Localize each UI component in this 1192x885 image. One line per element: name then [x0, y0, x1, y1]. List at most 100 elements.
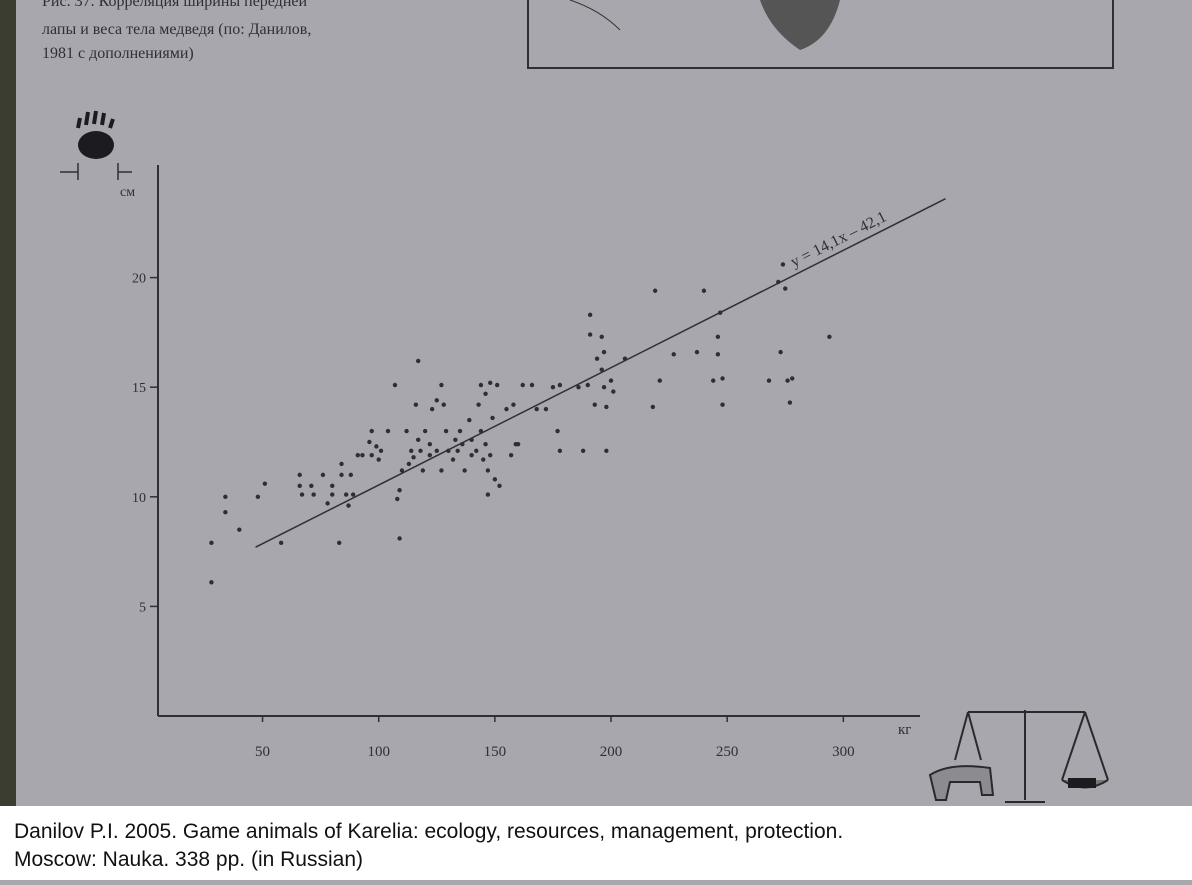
chart: Рис. 37. Корреляция ширины передней лапы…	[0, 0, 1192, 880]
data-point	[298, 473, 302, 477]
data-point	[397, 488, 401, 492]
data-point	[407, 462, 411, 466]
data-point	[474, 449, 478, 453]
data-point	[374, 444, 378, 448]
data-point	[488, 381, 492, 385]
data-point	[435, 398, 439, 402]
data-point	[393, 383, 397, 387]
data-point	[604, 449, 608, 453]
data-point	[785, 378, 789, 382]
y-tick-label: 20	[132, 272, 146, 287]
data-point	[716, 335, 720, 339]
data-point	[593, 403, 597, 407]
x-tick-label: 200	[600, 744, 623, 760]
data-point	[767, 378, 771, 382]
data-point	[423, 429, 427, 433]
data-point	[702, 289, 706, 293]
data-point	[790, 376, 794, 380]
data-point	[397, 536, 401, 540]
data-point	[486, 492, 490, 496]
data-point	[223, 495, 227, 499]
data-point	[395, 497, 399, 501]
data-point	[351, 492, 355, 496]
data-point	[672, 352, 676, 356]
data-point	[428, 453, 432, 457]
data-point	[504, 407, 508, 411]
data-point	[300, 492, 304, 496]
data-point	[493, 477, 497, 481]
data-point	[386, 429, 390, 433]
page-photo	[0, 0, 1192, 880]
data-point	[444, 429, 448, 433]
page: Рис. 37. Корреляция ширины передней лапы…	[0, 0, 1192, 880]
x-tick-label: 250	[716, 744, 739, 760]
caption-line: лапы и веса тела медведя (по: Данилов,	[42, 21, 311, 38]
data-point	[788, 400, 792, 404]
data-point	[695, 350, 699, 354]
paw-icon	[78, 131, 114, 159]
caption-line: Рис. 37. Корреляция ширины передней	[42, 0, 307, 10]
data-point	[337, 541, 341, 545]
x-tick-label: 150	[484, 744, 507, 760]
data-point	[421, 468, 425, 472]
data-point	[404, 429, 408, 433]
data-point	[588, 332, 592, 336]
data-point	[411, 455, 415, 459]
data-point	[223, 510, 227, 514]
data-point	[311, 492, 315, 496]
data-point	[555, 429, 559, 433]
data-point	[558, 449, 562, 453]
data-point	[367, 440, 371, 444]
data-point	[409, 449, 413, 453]
x-tick-label: 100	[367, 744, 390, 760]
y-tick-label: 15	[132, 381, 146, 396]
data-point	[330, 492, 334, 496]
data-point	[360, 453, 364, 457]
data-point	[209, 580, 213, 584]
data-point	[509, 453, 513, 457]
citation: Moscow: Nauka. 338 pp. (in Russian)	[14, 848, 363, 871]
data-point	[435, 449, 439, 453]
data-point	[651, 405, 655, 409]
data-point	[370, 429, 374, 433]
data-point	[330, 484, 334, 488]
data-point	[581, 449, 585, 453]
data-point	[263, 481, 267, 485]
data-point	[430, 407, 434, 411]
data-point	[439, 468, 443, 472]
data-point	[711, 378, 715, 382]
data-point	[481, 457, 485, 461]
data-point	[309, 484, 313, 488]
data-point	[602, 385, 606, 389]
data-point	[377, 457, 381, 461]
data-point	[321, 473, 325, 477]
data-point	[339, 473, 343, 477]
data-point	[586, 383, 590, 387]
data-point	[455, 449, 459, 453]
x-tick-label: 300	[832, 744, 855, 760]
data-point	[495, 383, 499, 387]
data-point	[346, 503, 350, 507]
data-point	[442, 403, 446, 407]
data-point	[476, 403, 480, 407]
data-point	[439, 383, 443, 387]
data-point	[588, 313, 592, 317]
data-point	[483, 392, 487, 396]
data-point	[827, 335, 831, 339]
data-point	[298, 484, 302, 488]
data-point	[530, 383, 534, 387]
data-point	[611, 389, 615, 393]
y-tick-label: 10	[132, 491, 146, 506]
data-point	[497, 484, 501, 488]
data-point	[458, 429, 462, 433]
citation: Danilov P.I. 2005. Game animals of Karel…	[14, 820, 843, 843]
x-tick-label: 50	[255, 744, 270, 760]
x-axis-label: кг	[898, 722, 911, 738]
data-point	[720, 376, 724, 380]
data-point	[356, 453, 360, 457]
data-point	[279, 541, 283, 545]
data-point	[595, 357, 599, 361]
data-point	[716, 352, 720, 356]
data-point	[720, 403, 724, 407]
data-point	[209, 541, 213, 545]
